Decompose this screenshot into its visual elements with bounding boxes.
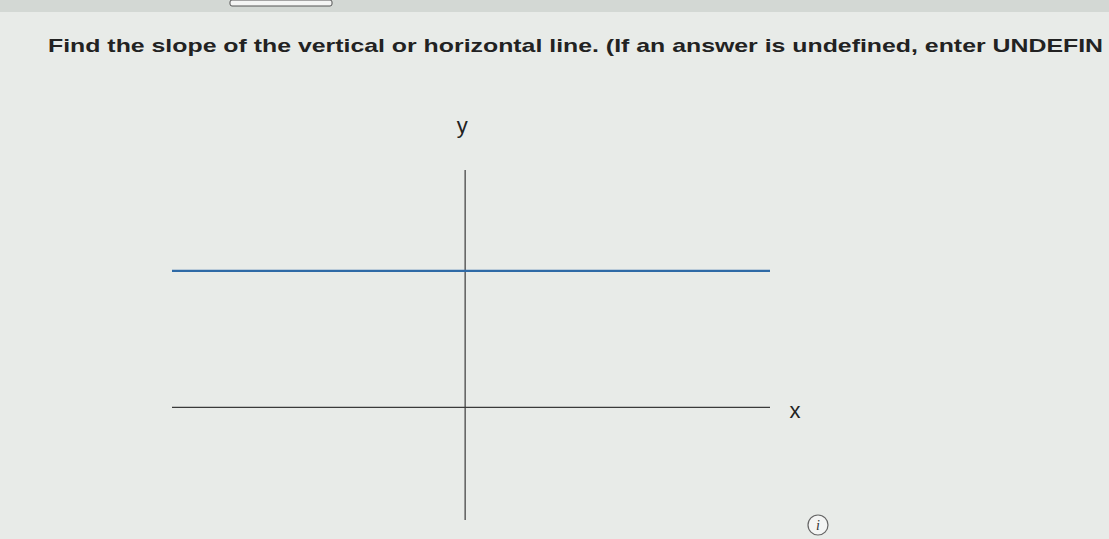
info-icon — [808, 515, 828, 535]
plot-area — [172, 270, 770, 271]
top-button — [230, 0, 332, 6]
x-axis-label: x — [790, 398, 801, 423]
top-strip — [0, 0, 1109, 12]
info-icon-text: i — [816, 518, 820, 533]
y-axis — [465, 170, 466, 520]
prompt-text: Find the slope of the vertical or horizo… — [48, 35, 1103, 56]
y-axis-label: y — [457, 113, 468, 138]
x-axis — [172, 407, 770, 408]
page-background — [0, 12, 1109, 539]
horizontal-line — [172, 270, 770, 272]
